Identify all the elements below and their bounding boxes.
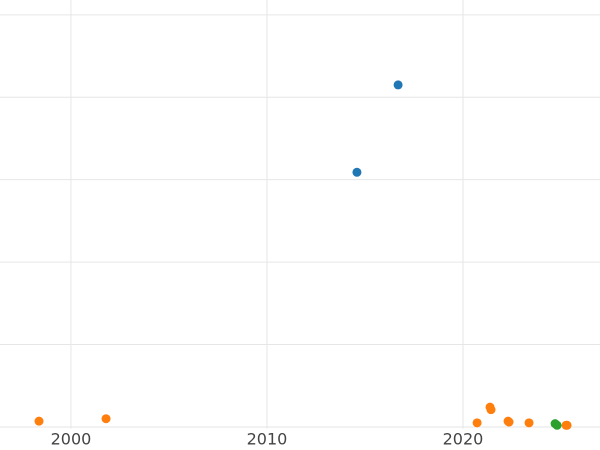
- point: [486, 405, 496, 415]
- x-tick-label: 2000: [51, 430, 92, 449]
- point: [504, 417, 514, 427]
- point: [352, 167, 362, 177]
- x-tick-label: 2010: [247, 430, 288, 449]
- point: [393, 80, 403, 90]
- x-tick-label: 2020: [443, 430, 484, 449]
- point: [101, 414, 111, 424]
- point: [34, 416, 44, 426]
- point: [524, 418, 534, 428]
- point: [562, 420, 572, 430]
- point: [552, 420, 562, 430]
- point: [472, 418, 482, 428]
